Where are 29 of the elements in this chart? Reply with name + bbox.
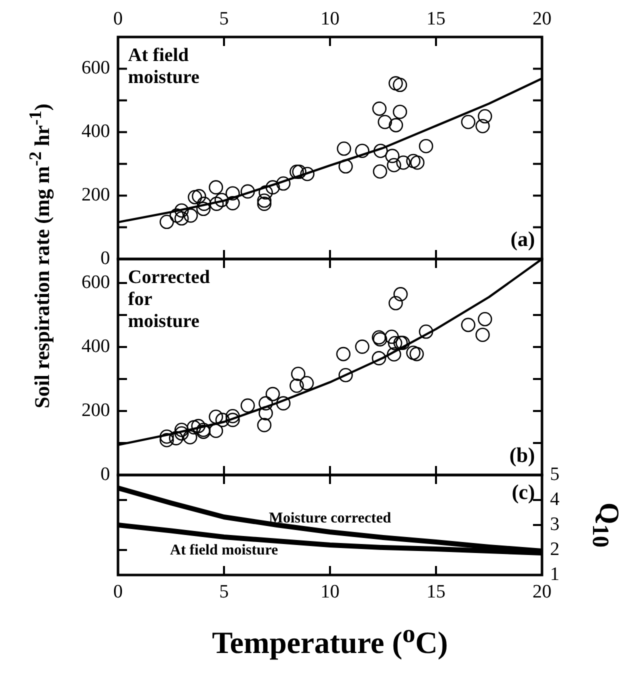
series-label: At field moisture (170, 542, 278, 558)
y-tick-label: 0 (100, 464, 110, 485)
y-tick-label: 400 (82, 336, 110, 357)
annotation: Corrected for moisture (128, 267, 211, 333)
annotation: At field moisture (128, 45, 200, 89)
y-tick-label: 2 (550, 538, 560, 560)
y-tick-label: 200 (82, 184, 110, 206)
y-tick-label: 4 (550, 488, 560, 510)
y-tick-label: 3 (550, 514, 560, 535)
y-tick-label: 600 (82, 58, 110, 79)
y-tick-label: 1 (550, 564, 560, 585)
y-tick-label: 400 (82, 121, 110, 142)
annotation: (a) (510, 227, 535, 251)
x-tick-label: 15 (426, 581, 446, 602)
annotation: (b) (509, 443, 535, 467)
x-tick-label: 10 (320, 581, 340, 602)
x-tick-label: 20 (532, 581, 552, 602)
x-tick-label: 15 (426, 8, 446, 30)
y-tick-label: 5 (550, 464, 560, 485)
x-axis-title: Temperature ($^{o}$C) (212, 618, 448, 662)
y-tick-label: 200 (82, 400, 110, 421)
x-tick-label: 20 (532, 8, 552, 30)
x-tick-label: 10 (320, 8, 340, 30)
x-tick-label: 5 (219, 8, 229, 30)
annotation: (c) (512, 480, 535, 504)
y-tick-label: 0 (100, 248, 110, 269)
x-tick-label: 5 (219, 581, 229, 602)
series-label: Moisture corrected (268, 510, 392, 526)
y-tick-label: 600 (82, 272, 110, 293)
